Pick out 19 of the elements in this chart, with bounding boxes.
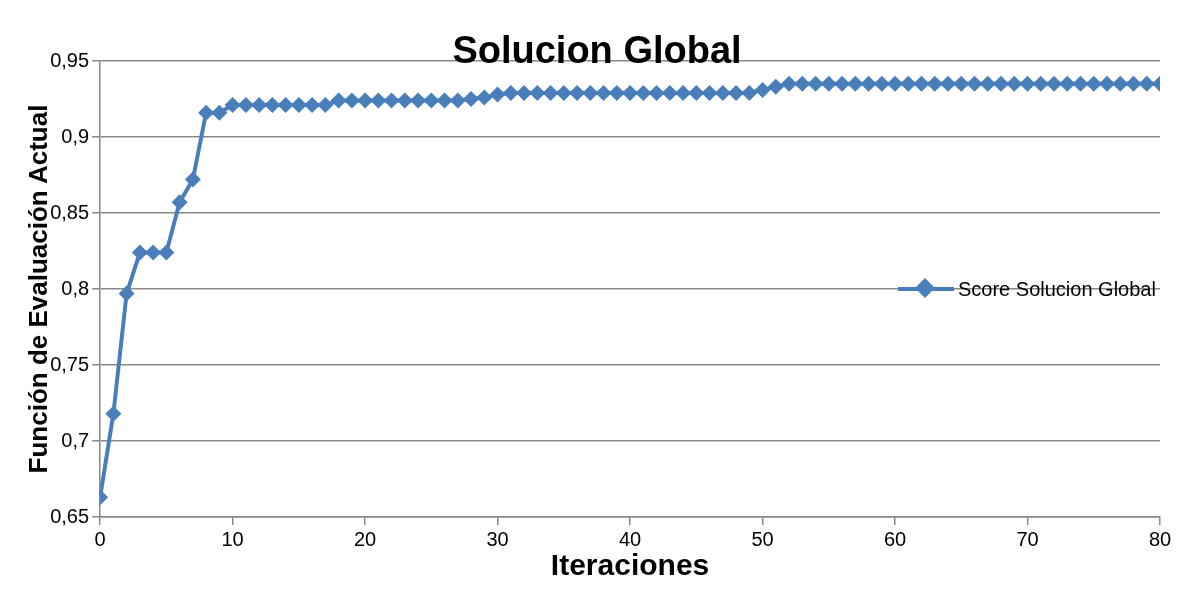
- y-tick-label: 0,7: [61, 428, 90, 451]
- x-tick-label: 70: [1016, 527, 1039, 550]
- y-tick-label: 0,9: [61, 124, 90, 147]
- y-tick-label: 0,95: [50, 48, 90, 71]
- x-tick-label: 40: [618, 527, 642, 550]
- y-tick-label: 0,85: [50, 200, 90, 223]
- x-tick-label: 50: [751, 527, 774, 550]
- x-tick-label: 0: [94, 527, 106, 550]
- x-tick-label: 10: [221, 527, 244, 550]
- x-tick-label: 30: [486, 527, 509, 550]
- x-tick-label: 60: [883, 527, 907, 550]
- legend-label: Score Solucion Global: [958, 277, 1156, 301]
- chart-title: Solucion Global: [452, 29, 742, 72]
- x-axis-title: Iteraciones: [550, 548, 710, 582]
- y-tick-label: 0,75: [50, 352, 90, 375]
- x-tick-label: 20: [353, 527, 377, 550]
- x-tick-label: 80: [1148, 527, 1172, 550]
- y-tick-label: 0,8: [61, 276, 90, 299]
- y-tick-label: 0,65: [50, 504, 90, 527]
